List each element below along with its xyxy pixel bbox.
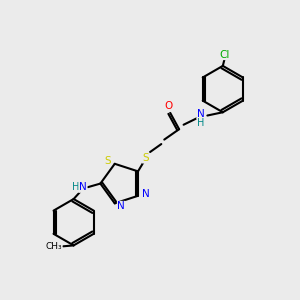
Text: S: S — [142, 153, 149, 163]
Text: N: N — [117, 201, 125, 211]
Text: O: O — [165, 101, 173, 111]
Text: N: N — [197, 109, 205, 119]
Text: N: N — [79, 182, 87, 192]
Text: H: H — [72, 182, 80, 192]
Text: N: N — [142, 189, 149, 199]
Text: S: S — [104, 156, 111, 166]
Text: CH₃: CH₃ — [45, 242, 62, 251]
Text: Cl: Cl — [219, 50, 230, 60]
Text: H: H — [197, 118, 205, 128]
